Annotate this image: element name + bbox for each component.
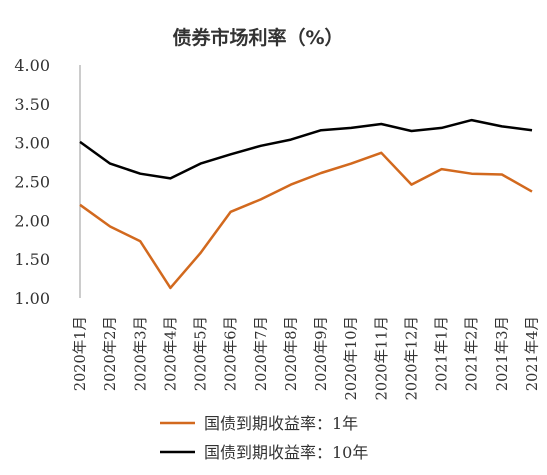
- x-tick-label: 2020年7月: [253, 316, 270, 391]
- legend-label-2: 国债到期收益率：10年: [204, 443, 368, 462]
- x-tick-label: 2020年6月: [223, 316, 240, 391]
- x-tick-label: 2020年4月: [162, 316, 179, 391]
- x-tick-label: 2020年9月: [313, 316, 330, 391]
- legend-label-1: 国债到期收益率：1年: [204, 414, 358, 433]
- x-tick-label: 2020年2月: [102, 316, 119, 391]
- y-tick-label: 3.00: [14, 134, 50, 153]
- series-line-2: [79, 118, 533, 180]
- y-tick-label: 1.50: [14, 250, 50, 269]
- x-tick-label: 2021年1月: [434, 316, 451, 391]
- x-tick-label: 2021年3月: [494, 316, 511, 391]
- x-axis: 2020年1月 2020年2月 2020年3月 2020年4月 2020年5月 2020年…: [72, 316, 541, 400]
- x-tick-label: 2020年12月: [403, 316, 420, 400]
- x-tick-label: 2020年5月: [193, 316, 210, 391]
- x-tick-label: 2020年10月: [343, 316, 360, 400]
- x-tick-label: 2021年2月: [464, 316, 481, 391]
- x-tick-label: 2020年11月: [373, 316, 390, 400]
- chart-title: 债券市场利率（%）: [172, 26, 343, 49]
- x-tick-label: 2020年3月: [132, 316, 149, 391]
- y-tick-label: 2.00: [14, 211, 50, 230]
- y-tick-label: 1.00: [14, 289, 50, 308]
- x-tick-label: 2021年4月: [524, 316, 541, 391]
- y-tick-label: 4.00: [14, 56, 50, 75]
- series-line-1: [79, 151, 533, 290]
- x-tick-label: 2020年1月: [72, 316, 89, 391]
- series-group: [79, 118, 533, 290]
- y-axis: 1.00 1.50 2.00 2.50 3.00 3.50 4.00: [14, 56, 50, 308]
- y-tick-label: 2.50: [14, 173, 50, 192]
- y-tick-label: 3.50: [14, 95, 50, 114]
- x-tick-label: 2020年8月: [283, 316, 300, 391]
